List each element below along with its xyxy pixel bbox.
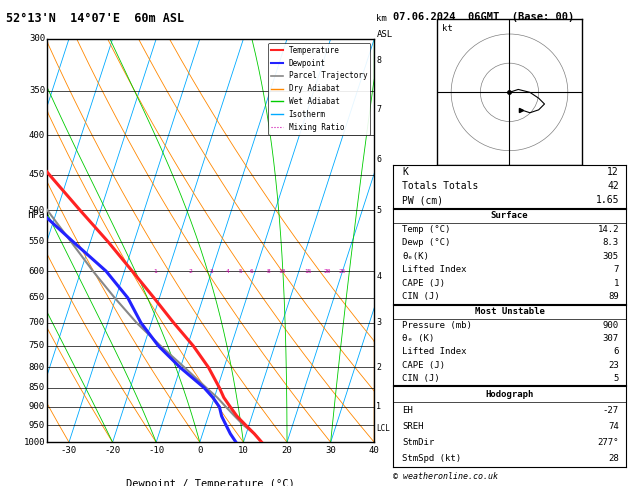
Text: 6: 6 [250, 269, 253, 274]
Text: 23: 23 [608, 361, 619, 370]
Text: 0: 0 [197, 446, 203, 455]
Text: 8.3: 8.3 [603, 238, 619, 247]
Text: CIN (J): CIN (J) [403, 374, 440, 383]
Text: 550: 550 [29, 238, 45, 246]
Text: 1: 1 [613, 279, 619, 288]
Text: 4: 4 [376, 272, 381, 281]
Text: CAPE (J): CAPE (J) [403, 279, 445, 288]
Text: 07.06.2024  06GMT  (Base: 00): 07.06.2024 06GMT (Base: 00) [393, 12, 574, 22]
Text: 14.2: 14.2 [598, 225, 619, 234]
Text: -10: -10 [148, 446, 164, 455]
Text: 750: 750 [29, 341, 45, 350]
Text: 10: 10 [279, 269, 286, 274]
Legend: Temperature, Dewpoint, Parcel Trajectory, Dry Adiabat, Wet Adiabat, Isotherm, Mi: Temperature, Dewpoint, Parcel Trajectory… [268, 43, 370, 135]
Text: 500: 500 [29, 206, 45, 214]
Text: 850: 850 [29, 383, 45, 392]
Text: 5: 5 [239, 269, 243, 274]
Text: θₑ(K): θₑ(K) [403, 252, 430, 261]
Text: 900: 900 [29, 402, 45, 412]
Text: 4: 4 [226, 269, 230, 274]
Text: -27: -27 [603, 406, 619, 415]
Text: Mixing Ratio (g/kg): Mixing Ratio (g/kg) [394, 193, 403, 288]
Text: -30: -30 [61, 446, 77, 455]
Text: Temp (°C): Temp (°C) [403, 225, 451, 234]
Text: 28: 28 [608, 454, 619, 463]
Text: 950: 950 [29, 420, 45, 430]
Text: 300: 300 [29, 35, 45, 43]
Text: SREH: SREH [403, 422, 424, 431]
Text: 7: 7 [376, 104, 381, 114]
Text: 800: 800 [29, 363, 45, 372]
Text: 1.65: 1.65 [596, 195, 619, 206]
Text: Dewpoint / Temperature (°C): Dewpoint / Temperature (°C) [126, 479, 295, 486]
Text: θₑ (K): θₑ (K) [403, 334, 435, 343]
Text: 1: 1 [376, 402, 381, 412]
Text: 5: 5 [613, 374, 619, 383]
Text: 350: 350 [29, 86, 45, 95]
Text: LCL: LCL [376, 424, 391, 433]
Text: CAPE (J): CAPE (J) [403, 361, 445, 370]
Text: 8: 8 [267, 269, 270, 274]
Text: 40: 40 [369, 446, 380, 455]
Text: 30: 30 [325, 446, 336, 455]
Text: Lifted Index: Lifted Index [403, 265, 467, 275]
Text: 12: 12 [607, 167, 619, 177]
Text: 15: 15 [304, 269, 312, 274]
Text: StmSpd (kt): StmSpd (kt) [403, 454, 462, 463]
Text: 42: 42 [607, 181, 619, 191]
Text: 400: 400 [29, 131, 45, 140]
Text: Most Unstable: Most Unstable [474, 307, 545, 316]
Text: Surface: Surface [491, 211, 528, 220]
Text: km: km [376, 14, 387, 23]
Text: 25: 25 [338, 269, 346, 274]
Text: 305: 305 [603, 252, 619, 261]
Text: 6: 6 [613, 347, 619, 357]
Text: 2: 2 [188, 269, 192, 274]
Text: Hodograph: Hodograph [486, 390, 533, 399]
Text: 6: 6 [376, 155, 381, 164]
Text: 650: 650 [29, 294, 45, 302]
Text: PW (cm): PW (cm) [403, 195, 443, 206]
Text: 3: 3 [210, 269, 214, 274]
Text: CIN (J): CIN (J) [403, 293, 440, 301]
Text: © weatheronline.co.uk: © weatheronline.co.uk [393, 472, 498, 481]
Text: 7: 7 [613, 265, 619, 275]
Text: Dewp (°C): Dewp (°C) [403, 238, 451, 247]
Text: 450: 450 [29, 170, 45, 179]
Text: 52°13'N  14°07'E  60m ASL: 52°13'N 14°07'E 60m ASL [6, 12, 184, 25]
Text: Totals Totals: Totals Totals [403, 181, 479, 191]
Text: Pressure (mb): Pressure (mb) [403, 321, 472, 330]
Text: 2: 2 [376, 363, 381, 372]
Text: 89: 89 [608, 293, 619, 301]
Text: hPa: hPa [28, 210, 45, 221]
Text: 8: 8 [376, 56, 381, 65]
Text: Lifted Index: Lifted Index [403, 347, 467, 357]
Text: StmDir: StmDir [403, 438, 435, 447]
Text: 307: 307 [603, 334, 619, 343]
Text: 277°: 277° [598, 438, 619, 447]
Text: 74: 74 [608, 422, 619, 431]
Text: 20: 20 [323, 269, 331, 274]
Text: 600: 600 [29, 267, 45, 276]
Text: 10: 10 [238, 446, 249, 455]
Text: 700: 700 [29, 318, 45, 327]
Text: 1: 1 [153, 269, 157, 274]
Text: 3: 3 [376, 318, 381, 327]
Text: ASL: ASL [376, 30, 392, 39]
Text: 1000: 1000 [23, 438, 45, 447]
Text: 20: 20 [282, 446, 292, 455]
Text: kt: kt [442, 24, 453, 33]
Text: 900: 900 [603, 321, 619, 330]
Text: 5: 5 [376, 206, 381, 214]
Text: -20: -20 [104, 446, 121, 455]
Text: K: K [403, 167, 408, 177]
Text: EH: EH [403, 406, 413, 415]
